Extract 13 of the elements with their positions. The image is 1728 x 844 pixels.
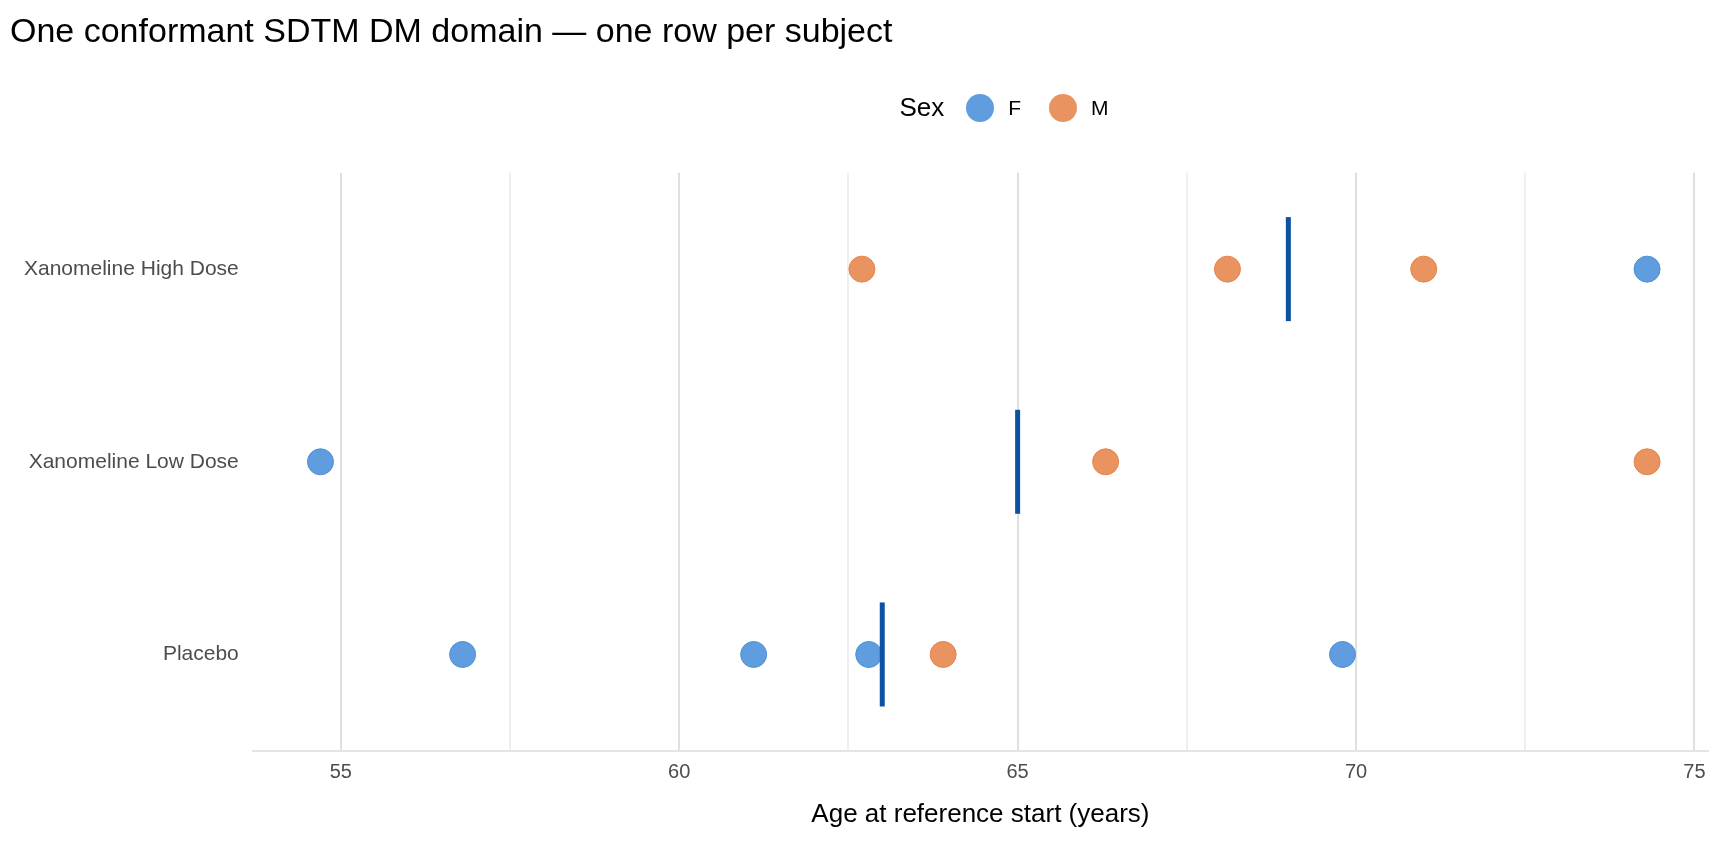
legend-title: Sex <box>899 92 945 123</box>
y-tick-label: Placebo <box>162 641 239 665</box>
x-tick-label: 60 <box>668 760 691 783</box>
x-tick-label: 65 <box>1006 760 1029 783</box>
x-axis-title: Age at reference start (years) <box>811 797 1150 828</box>
x-tick-label: 70 <box>1344 760 1368 783</box>
y-tick-label: Xanomeline Low Dose <box>28 448 239 472</box>
legend-label: F <box>1008 95 1022 120</box>
chart-title: One conformant SDTM DM domain — one row per subject <box>10 10 894 49</box>
legend-label: M <box>1091 95 1109 120</box>
x-tick-label: 55 <box>329 760 352 783</box>
y-tick-label: Xanomeline High Dose <box>23 255 239 279</box>
x-tick-label: 75 <box>1683 760 1706 783</box>
